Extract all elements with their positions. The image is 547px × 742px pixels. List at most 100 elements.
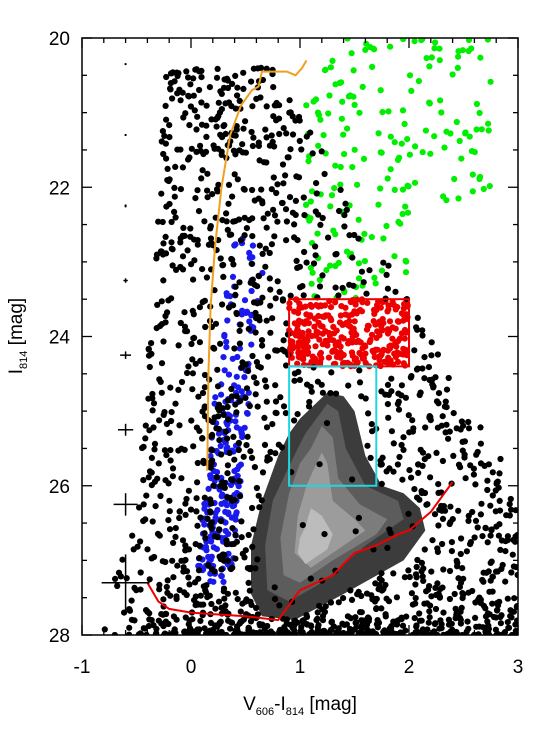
point xyxy=(373,306,380,314)
point xyxy=(396,335,404,342)
point xyxy=(330,227,337,234)
point xyxy=(303,612,310,619)
point xyxy=(208,447,215,454)
point xyxy=(416,617,424,624)
point xyxy=(228,476,235,483)
point xyxy=(439,540,446,548)
point xyxy=(485,127,492,134)
point xyxy=(487,559,494,567)
point xyxy=(384,326,391,333)
point xyxy=(243,442,250,449)
point xyxy=(233,393,240,400)
point xyxy=(436,625,443,632)
point xyxy=(405,412,412,419)
point xyxy=(406,467,413,474)
point xyxy=(218,106,225,113)
point xyxy=(114,582,121,590)
point xyxy=(215,113,222,120)
point xyxy=(207,225,214,232)
point xyxy=(203,133,210,140)
point xyxy=(170,539,177,547)
point xyxy=(203,102,210,109)
point xyxy=(335,625,342,632)
point xyxy=(504,619,511,626)
point xyxy=(440,566,447,573)
point xyxy=(514,603,518,610)
point xyxy=(146,616,153,623)
point xyxy=(270,84,277,91)
point xyxy=(395,218,402,226)
point xyxy=(402,203,409,210)
point xyxy=(261,414,268,421)
point xyxy=(486,631,493,635)
point xyxy=(225,411,232,418)
point xyxy=(345,312,352,319)
point xyxy=(222,130,229,137)
point xyxy=(218,451,225,458)
point xyxy=(429,537,436,544)
point xyxy=(408,474,415,481)
point xyxy=(266,275,273,282)
point xyxy=(233,409,240,416)
point xyxy=(172,400,179,407)
point xyxy=(238,518,245,525)
point xyxy=(268,186,275,193)
point xyxy=(495,532,502,539)
point xyxy=(436,57,443,64)
point xyxy=(239,433,246,441)
point xyxy=(176,508,183,515)
point xyxy=(209,431,216,438)
point xyxy=(163,73,170,81)
point xyxy=(296,137,303,145)
point xyxy=(232,291,239,298)
point xyxy=(400,305,407,312)
point xyxy=(328,192,336,199)
point xyxy=(349,476,356,483)
point xyxy=(432,39,439,46)
point xyxy=(137,569,144,576)
point xyxy=(294,264,301,271)
point xyxy=(445,435,452,442)
point xyxy=(408,373,415,380)
point xyxy=(213,186,221,193)
point xyxy=(289,624,296,631)
point xyxy=(213,469,221,476)
point xyxy=(355,631,362,635)
point xyxy=(193,126,200,133)
point xyxy=(323,630,330,635)
point xyxy=(183,68,190,75)
point xyxy=(380,259,387,266)
point xyxy=(212,605,219,612)
point xyxy=(299,283,306,290)
point xyxy=(378,480,385,487)
point xyxy=(496,497,503,504)
point xyxy=(185,546,193,553)
point xyxy=(393,303,400,311)
point xyxy=(434,424,441,431)
point xyxy=(344,38,351,42)
point xyxy=(172,525,179,532)
point xyxy=(451,590,458,598)
point xyxy=(454,563,461,570)
point xyxy=(182,110,189,117)
point xyxy=(225,617,232,624)
point xyxy=(349,164,356,171)
point xyxy=(224,444,231,451)
point xyxy=(191,257,198,264)
point xyxy=(398,441,405,449)
point xyxy=(220,354,227,361)
point xyxy=(286,194,294,201)
point xyxy=(158,360,166,367)
point xyxy=(370,349,377,356)
point xyxy=(197,514,204,521)
point xyxy=(470,465,477,472)
point xyxy=(481,462,488,469)
point xyxy=(505,624,513,631)
point xyxy=(302,303,309,310)
point xyxy=(172,163,179,170)
point xyxy=(461,454,468,461)
point xyxy=(268,241,275,248)
point xyxy=(241,631,248,635)
point xyxy=(229,355,236,362)
point xyxy=(238,388,245,395)
